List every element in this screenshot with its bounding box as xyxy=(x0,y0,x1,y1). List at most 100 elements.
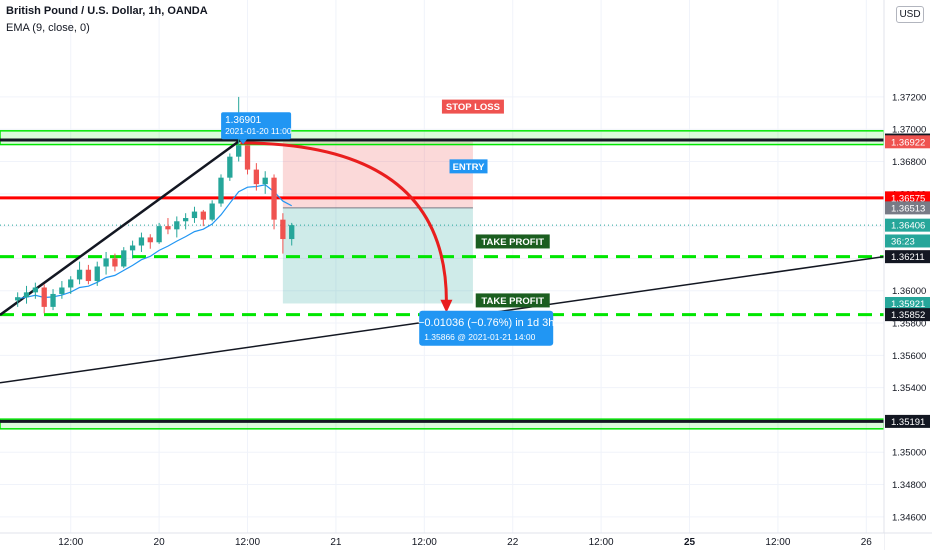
price-label: 1.35921 xyxy=(885,296,930,310)
stop-loss-tag: STOP LOSS xyxy=(441,99,504,114)
candle xyxy=(15,292,21,307)
price-label-text: 1.36513 xyxy=(891,203,925,214)
candle-body xyxy=(227,156,233,178)
candle-body xyxy=(129,245,136,251)
candle-body xyxy=(182,218,189,222)
candle xyxy=(76,261,83,285)
price-label-text: 1.36406 xyxy=(891,221,925,232)
candle-body xyxy=(271,177,277,220)
candle-body xyxy=(253,169,260,185)
entry-tag-text: ENTRY xyxy=(453,162,486,173)
candle xyxy=(209,200,215,222)
price-axis: 1.372001.370001.368001.366001.364001.362… xyxy=(883,0,932,550)
candle xyxy=(121,247,127,269)
candle xyxy=(289,222,295,246)
rising-trendline xyxy=(0,137,243,316)
candle-body xyxy=(209,203,215,220)
candle xyxy=(147,234,153,249)
candle xyxy=(32,282,39,299)
support-line-band xyxy=(0,418,884,430)
price-label: 1.36922 xyxy=(885,135,930,149)
price-tick-label: 1.37200 xyxy=(892,92,926,103)
entry-tag: ENTRY xyxy=(449,159,488,174)
candle-body xyxy=(138,237,145,246)
price-tick-label: 1.35600 xyxy=(892,351,926,362)
candle-body xyxy=(68,279,74,288)
candle xyxy=(271,174,277,230)
price-label-text: 1.36575 xyxy=(891,193,925,204)
candle-body xyxy=(15,297,21,301)
candle xyxy=(253,163,260,191)
candle xyxy=(103,251,109,275)
high-tooltip-time: 2021-01-20 11:00 xyxy=(225,126,292,136)
take-profit-1-tag: TAKE PROFIT xyxy=(475,234,550,249)
indicator-legend[interactable]: EMA (9, close, 0) xyxy=(6,22,90,34)
candle-body xyxy=(174,221,180,230)
ema-line xyxy=(17,184,293,300)
price-tick-label: 1.34600 xyxy=(892,512,926,523)
projection-arrow xyxy=(240,141,448,302)
time-tick-label: 26 xyxy=(861,537,873,548)
time-tick-label: 20 xyxy=(154,537,166,548)
price-label-text: 1.35852 xyxy=(891,310,925,321)
time-tick-label: 12:00 xyxy=(58,537,83,548)
candle-body xyxy=(23,292,30,298)
candle-body xyxy=(200,211,206,220)
candle-body xyxy=(59,287,65,294)
price-label: 1.35191 xyxy=(885,414,930,428)
time-axis: 12:00 20 12:00 21 12:00 22 12:00 25 12:00 26 xyxy=(0,532,932,550)
candle-body xyxy=(289,225,295,240)
candle xyxy=(174,216,180,238)
time-tick-label: 12:00 xyxy=(235,537,260,548)
candle-body xyxy=(236,145,242,157)
take-profit-2-tag: TAKE PROFIT xyxy=(475,293,550,308)
candle xyxy=(280,213,286,254)
candle-body xyxy=(32,287,39,293)
projection-arrowhead xyxy=(440,299,453,313)
price-label-text: 1.35191 xyxy=(891,417,925,428)
plot-area: STOP LOSS ENTRY TAKE PROFIT TAKE PROFIT 1.36… xyxy=(0,0,884,533)
candle-body xyxy=(191,211,198,219)
high-tooltip-box xyxy=(221,112,292,140)
price-label-text: 1.35921 xyxy=(891,299,925,310)
price-tick-label: 1.35400 xyxy=(892,383,926,394)
resistance-line-band xyxy=(0,130,884,146)
measure-tooltip-change: −0.01036 (−0.76%) in 1d 3h xyxy=(418,317,554,329)
candle xyxy=(191,206,198,223)
candle xyxy=(68,276,74,294)
candle xyxy=(138,232,145,252)
price-label-text: 1.36922 xyxy=(891,137,925,148)
candle-body xyxy=(112,258,118,267)
measure-tooltip: −0.01036 (−0.76%) in 1d 3h 1.35866 @ 2021… xyxy=(418,310,554,346)
candle-body xyxy=(85,269,92,282)
candle xyxy=(59,281,65,299)
time-axis-bg xyxy=(0,533,884,550)
measure-tooltip-detail: 1.35866 @ 2021-01-21 14:00 xyxy=(424,332,535,342)
candle xyxy=(200,209,206,227)
high-tooltip-pointer xyxy=(239,139,248,145)
price-label: 1.36211 xyxy=(885,250,930,264)
time-tick-label: 22 xyxy=(507,537,519,548)
take-profit-1-tag-text: TAKE PROFIT xyxy=(481,237,544,248)
candle-body xyxy=(94,266,100,282)
time-tick-label: 12:00 xyxy=(765,537,790,548)
time-tick-label: 25 xyxy=(684,537,696,548)
candle-body xyxy=(41,287,47,307)
candle xyxy=(156,222,162,244)
candle xyxy=(218,174,224,207)
candle xyxy=(50,289,56,311)
candle xyxy=(244,145,251,175)
candle-body xyxy=(156,226,162,243)
currency-badge[interactable]: USD xyxy=(896,6,924,23)
candle xyxy=(85,264,92,285)
stop-loss-tag-text: STOP LOSS xyxy=(446,102,500,113)
candle xyxy=(182,213,189,230)
candle xyxy=(227,153,233,181)
price-tick-label: 1.37000 xyxy=(892,125,926,136)
price-label: 1.36513 xyxy=(885,201,930,215)
candle-body xyxy=(76,269,83,280)
candle-body xyxy=(50,293,56,307)
